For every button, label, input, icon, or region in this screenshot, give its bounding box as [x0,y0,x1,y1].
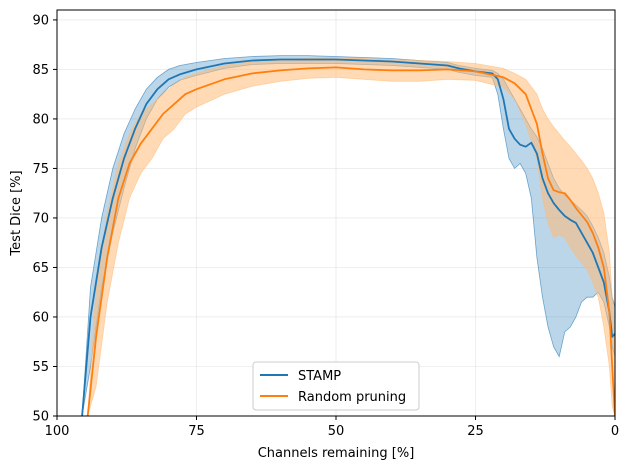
legend-label-stamp: STAMP [298,369,341,384]
y-tick-label-55: 55 [32,360,49,375]
y-tick-label-90: 90 [32,13,49,28]
x-axis-label: Channels remaining [%] [258,446,415,461]
line-random-pruning [86,66,615,416]
y-tick-label-70: 70 [32,211,49,226]
legend-label-random-pruning: Random pruning [298,390,406,405]
series-lines [81,58,615,416]
x-tick-label-100: 100 [45,424,70,439]
legend: STAMP Random pruning [252,361,420,411]
x-tick-label-75: 75 [188,424,205,439]
y-tick-label-75: 75 [32,162,49,177]
ticks: 100 75 50 25 0 50 55 60 65 70 75 80 85 90 [32,13,619,439]
x-tick-label-0: 0 [611,424,619,439]
legend-box [252,361,420,411]
y-axis-label: Test Dice [%] [9,170,24,256]
x-tick-label-25: 25 [467,424,484,439]
x-tick-label-50: 50 [328,424,345,439]
y-tick-label-60: 60 [32,310,49,325]
y-tick-label-85: 85 [32,63,49,78]
y-tick-label-65: 65 [32,261,49,276]
y-tick-label-50: 50 [32,410,49,425]
y-tick-label-80: 80 [32,112,49,127]
